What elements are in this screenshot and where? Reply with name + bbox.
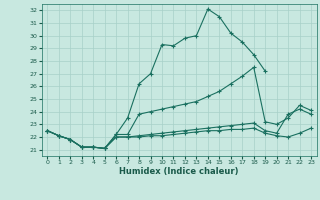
- X-axis label: Humidex (Indice chaleur): Humidex (Indice chaleur): [119, 167, 239, 176]
